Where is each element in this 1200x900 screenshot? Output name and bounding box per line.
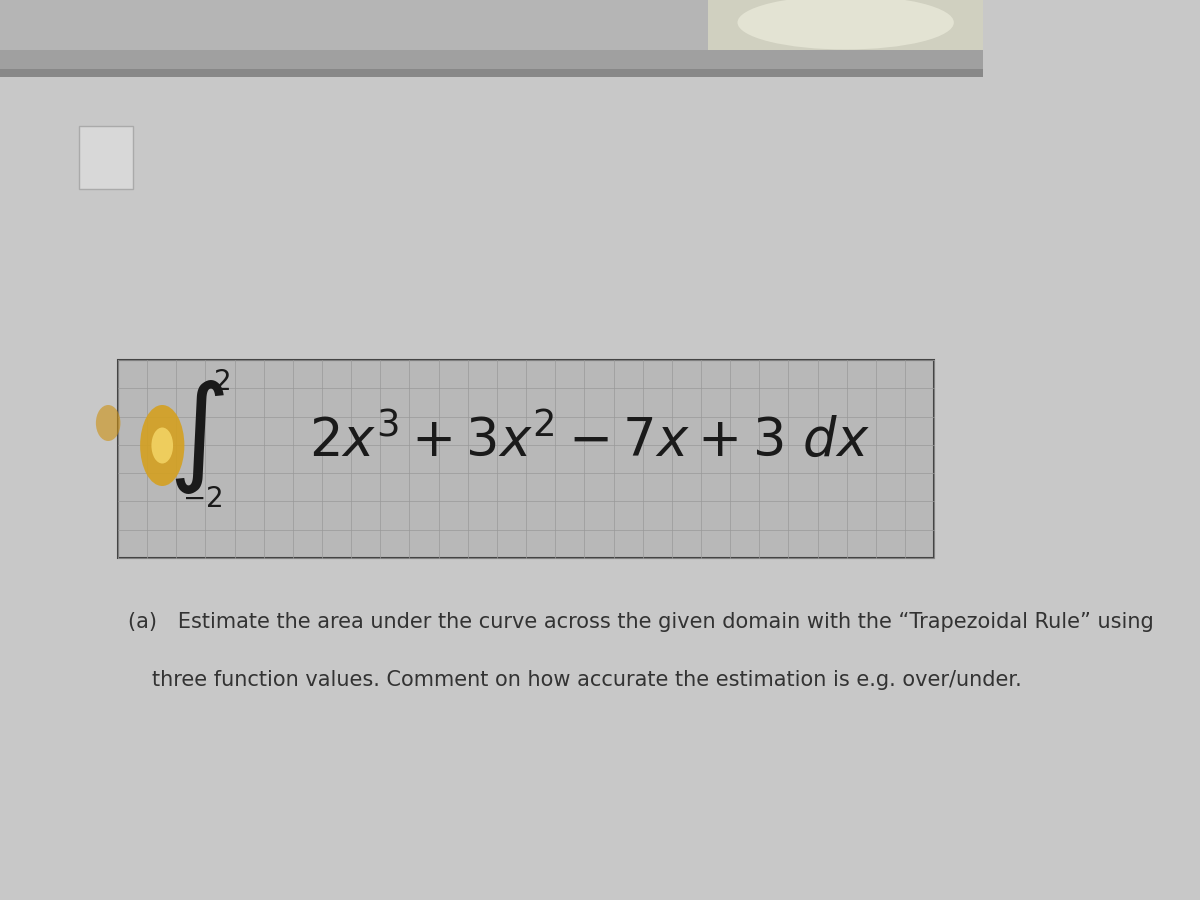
Text: $-2$: $-2$ [181,486,222,513]
Ellipse shape [96,405,120,441]
Text: (a) Estimate the area under the curve across the given domain with the “Trapezoi: (a) Estimate the area under the curve ac… [128,612,1153,632]
Bar [118,360,934,558]
Bar [0,69,983,76]
Text: $2$: $2$ [212,369,229,396]
Ellipse shape [151,428,173,464]
Ellipse shape [140,405,185,486]
Ellipse shape [738,0,954,50]
Text: $2x^3+3x^2-7x+3 \ dx$: $2x^3+3x^2-7x+3 \ dx$ [310,415,870,467]
Bar [0,0,983,72]
Bar [708,0,983,50]
Text: three function values. Comment on how accurate the estimation is e.g. over/under: three function values. Comment on how ac… [152,670,1022,690]
Text: $\int$: $\int$ [168,377,226,496]
Bar [0,0,983,50]
Bar [79,126,133,189]
